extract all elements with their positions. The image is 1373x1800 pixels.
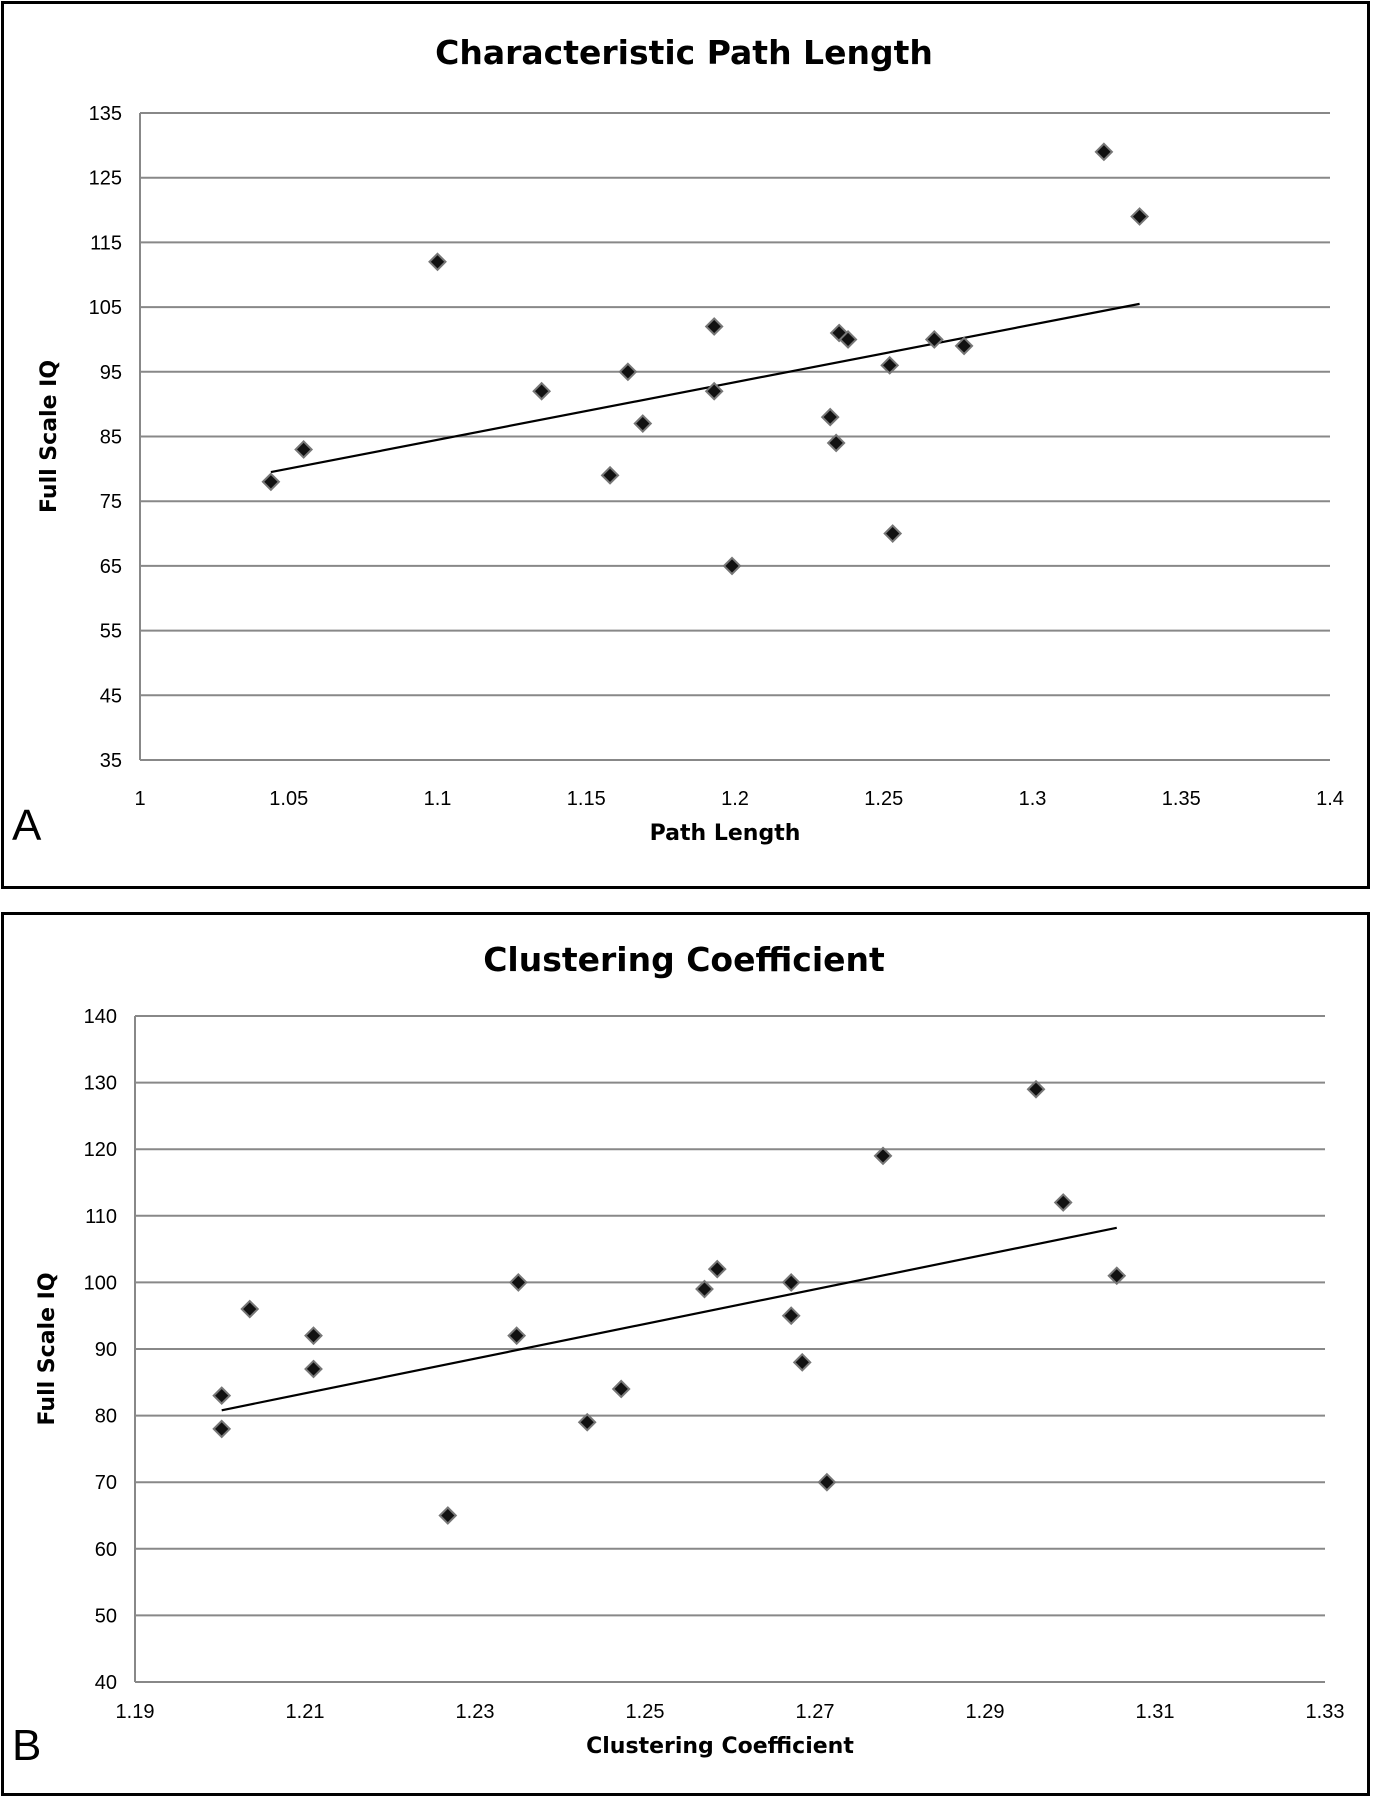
a-trendline: [270, 302, 1140, 474]
b-y-tick-label: 110: [85, 1206, 117, 1228]
a-data-point: [838, 330, 858, 349]
a-x-tick-label: 1: [134, 788, 145, 810]
b-x-tick-label: 1.33: [1306, 1701, 1345, 1723]
b-data-point: [212, 1419, 232, 1439]
a-y-tick-label: 65: [100, 556, 122, 578]
a-data-point: [1130, 207, 1150, 226]
b-data-point: [873, 1146, 893, 1166]
b-data-point: [304, 1326, 323, 1346]
a-x-tick-label: 1.3: [1019, 788, 1047, 810]
a-data-point: [428, 252, 447, 272]
panel-label-b: B: [12, 1721, 42, 1770]
b-data-point: [1026, 1079, 1046, 1099]
a-y-tick-label: 125: [89, 168, 122, 190]
b-y-tick-label: 120: [84, 1139, 117, 1161]
b-data-point: [508, 1272, 528, 1292]
a-x-tick-label: 1.25: [864, 788, 903, 810]
b-y-tick-label: 50: [95, 1605, 117, 1627]
a-x-tick-label: 1.35: [1162, 788, 1201, 810]
b-x-tick-label: 1.23: [456, 1701, 495, 1723]
a-x-tick-label: 1.2: [721, 788, 749, 810]
b-y-tick-label: 90: [95, 1339, 117, 1361]
b-data-point: [507, 1326, 527, 1346]
b-trendline: [221, 1226, 1117, 1412]
a-y-tick-label: 45: [100, 685, 122, 707]
a-data-point: [532, 381, 552, 401]
chart-b: 140 130 120 110 100 90 80 70 60 50 40 1.19 1.21 1.23 1…: [35, 940, 1345, 1759]
b-y-tick-label: 130: [84, 1073, 117, 1095]
a-x-tick-label: 1.15: [567, 788, 606, 810]
b-data-point: [1053, 1193, 1073, 1212]
b-x-tick-label: 1.21: [286, 1701, 325, 1723]
a-x-tick-label: 1.1: [424, 788, 452, 810]
b-data-point: [792, 1352, 812, 1372]
b-x-tick-label: 1.27: [796, 1701, 835, 1723]
b-y-tick-label: 40: [95, 1672, 117, 1694]
a-y-tick-label: 35: [100, 750, 122, 772]
a-data-point: [261, 472, 281, 492]
a-data-point: [883, 524, 903, 543]
a-data-point: [1094, 142, 1114, 162]
b-data-point: [817, 1472, 837, 1492]
a-data-point: [294, 440, 314, 459]
b-chart-title: Clustering Coefficient: [483, 940, 885, 979]
b-y-tick-label: 100: [84, 1272, 117, 1294]
a-data-point: [704, 317, 724, 336]
a-y-tick-label: 85: [100, 427, 122, 449]
b-y-axis-title: Full Scale IQ: [35, 1272, 60, 1425]
a-y-axis-title: Full Scale IQ: [37, 360, 62, 513]
a-data-point: [954, 336, 974, 356]
b-y-tick-label: 70: [95, 1472, 117, 1494]
a-y-tick-label: 115: [90, 232, 122, 254]
panel-a: 135 125 115 105 95 85 75 65 55 45 35 1 1.05 1.1 1.15 1.…: [1, 1, 1370, 889]
a-y-tick-label: 105: [89, 297, 122, 319]
b-y-tick-label: 140: [84, 1006, 117, 1028]
a-x-tick-label: 1.05: [269, 788, 308, 810]
a-x-axis-title: Path Length: [650, 821, 801, 846]
a-data-point: [618, 362, 638, 382]
a-data-point: [880, 355, 900, 375]
b-x-tick-label: 1.19: [116, 1701, 155, 1723]
b-data-point: [212, 1386, 232, 1406]
panel-label-a: A: [12, 801, 42, 850]
b-y-tick-label: 60: [95, 1539, 117, 1561]
a-y-tick-label: 55: [100, 621, 122, 643]
a-y-tick-label: 95: [100, 362, 122, 384]
a-data-point: [820, 407, 840, 427]
b-data-point: [240, 1299, 260, 1319]
a-data-point: [826, 433, 846, 453]
a-data-point: [924, 330, 944, 349]
b-data-point: [781, 1272, 801, 1292]
b-data-point: [304, 1359, 323, 1379]
b-data-point: [707, 1259, 727, 1279]
b-data-point: [1107, 1266, 1127, 1286]
b-x-axis-title: Clustering Coefficient: [586, 1734, 854, 1759]
a-x-tick-label: 1.4: [1316, 788, 1344, 810]
b-data-point: [611, 1379, 631, 1399]
b-x-tick-label: 1.31: [1136, 1701, 1175, 1723]
chart-a: 135 125 115 105 95 85 75 65 55 45 35 1 1.05 1.1 1.15 1.…: [37, 33, 1344, 846]
a-data-point: [633, 414, 653, 433]
b-x-tick-label: 1.25: [626, 1701, 665, 1723]
b-y-tick-label: 80: [95, 1406, 117, 1428]
b-data-point: [438, 1506, 458, 1525]
a-y-tick-label: 135: [89, 103, 122, 125]
b-x-tick-label: 1.29: [966, 1701, 1005, 1723]
b-data-point: [577, 1412, 597, 1432]
a-y-tick-label: 75: [100, 491, 122, 513]
a-data-point: [600, 465, 620, 485]
b-data-point: [781, 1306, 801, 1326]
b-data-point: [695, 1279, 714, 1299]
a-data-point: [722, 556, 742, 576]
panel-b: 140 130 120 110 100 90 80 70 60 50 40 1.19 1.21 1.23 1…: [1, 912, 1370, 1796]
a-data-point: [704, 381, 724, 401]
a-chart-title: Characteristic Path Length: [435, 33, 933, 72]
